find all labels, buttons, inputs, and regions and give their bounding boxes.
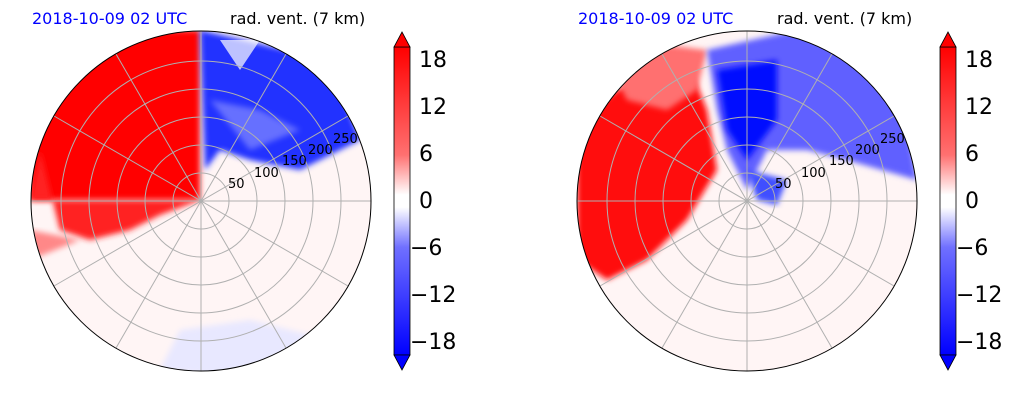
colorbar-tick: 0 — [419, 189, 433, 214]
colorbar — [393, 31, 411, 371]
radial-tick-100: 100 — [801, 166, 826, 181]
radial-tick-200: 200 — [855, 143, 880, 158]
radial-tick-100: 100 — [254, 166, 279, 181]
colorbar-tick: −12 — [956, 283, 1003, 308]
colorbar-tick: 18 — [965, 48, 993, 73]
date-title: 2018-10-09 02 UTC — [578, 9, 734, 28]
colorbar-tick: 6 — [419, 142, 433, 167]
radial-tick-250: 250 — [333, 132, 358, 147]
colorbar-tick: −6 — [956, 236, 989, 261]
colorbar-tick: −12 — [410, 283, 457, 308]
colorbar-tick: −6 — [410, 236, 443, 261]
radial-tick-150: 150 — [282, 154, 307, 169]
colorbar-tick: −18 — [956, 330, 1003, 355]
variable-title: rad. vent. (7 km) — [777, 9, 913, 28]
colorbar-tick: −18 — [410, 330, 457, 355]
date-title: 2018-10-09 02 UTC — [32, 9, 188, 28]
radial-tick-150: 150 — [829, 154, 854, 169]
colorbar-tick: 12 — [419, 95, 447, 120]
colorbar-tick: 6 — [965, 142, 979, 167]
plot-boundary — [576, 30, 918, 372]
plot-boundary — [30, 30, 372, 372]
radial-tick-labels: 50 100 150 200 250 — [775, 132, 905, 192]
panel-left: 2018-10-09 02 UTC rad. vent. (7 km) — [30, 9, 457, 372]
polar-grid — [577, 31, 917, 371]
variable-title: rad. vent. (7 km) — [230, 9, 366, 28]
polar-plot: 50 100 150 200 250 — [576, 30, 957, 372]
colorbar-tick: 0 — [965, 189, 979, 214]
polar-plot: 50 100 150 200 250 — [30, 30, 411, 372]
radial-tick-50: 50 — [228, 177, 245, 192]
radial-tick-labels: 50 100 150 200 250 — [228, 132, 358, 192]
radial-tick-50: 50 — [775, 177, 792, 192]
polar-grid — [31, 31, 371, 371]
colorbar — [939, 31, 957, 371]
radial-tick-200: 200 — [308, 143, 333, 158]
panel-right: 2018-10-09 02 UTC rad. vent. (7 km) — [547, 0, 1028, 401]
colorbar-tick: 18 — [419, 48, 447, 73]
radial-tick-250: 250 — [880, 132, 905, 147]
colorbar-tick: 12 — [965, 95, 993, 120]
